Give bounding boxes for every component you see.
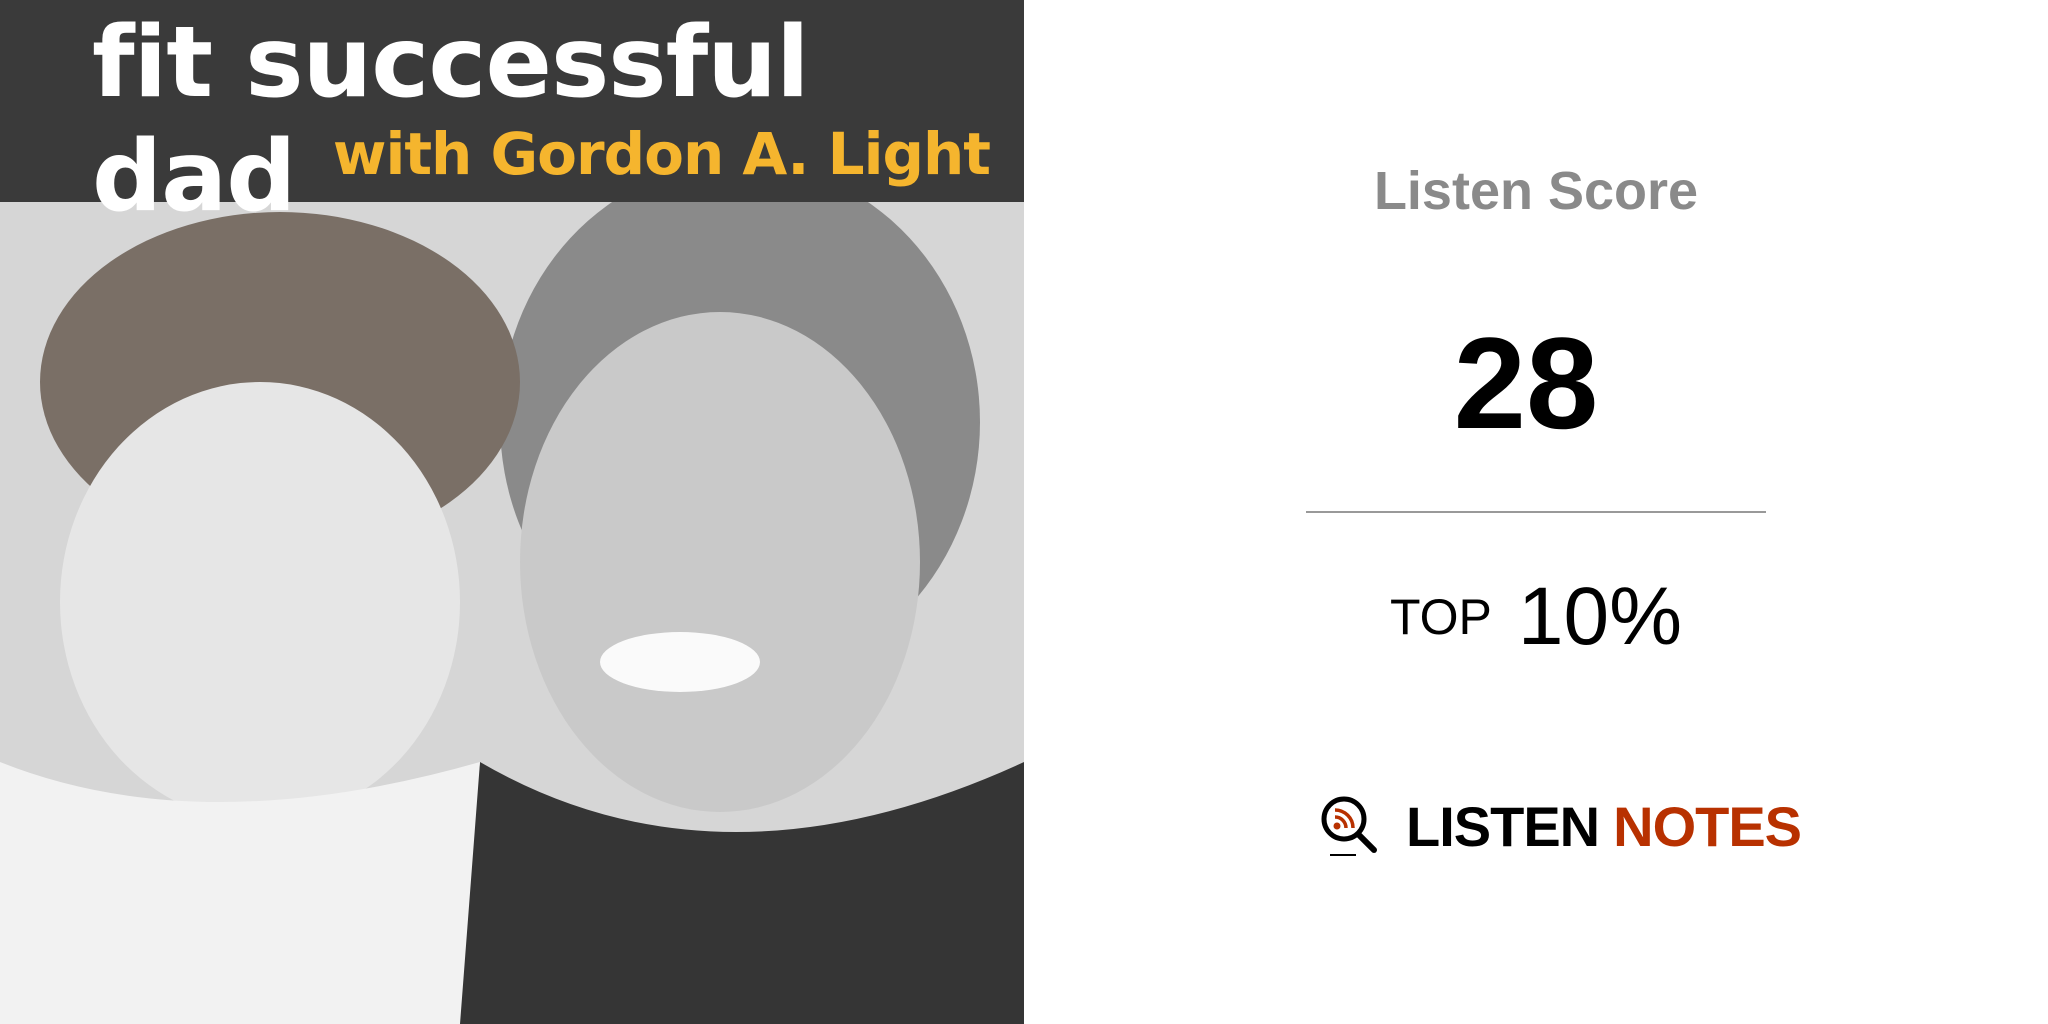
podcast-host: with Gordon A. Light — [332, 120, 991, 188]
magnifier-rss-icon — [1321, 796, 1377, 856]
rank-badge: TOP 10% — [1336, 570, 1736, 664]
listen-score-label: Listen Score — [1373, 161, 1699, 221]
rank-percent: 10% — [1517, 571, 1682, 662]
listen-notes-logo: LISTEN NOTES — [1318, 786, 1802, 866]
cover-title-band: fit successful dad with Gordon A. Light — [0, 0, 1024, 234]
father-son-photo — [0, 162, 1024, 1024]
logo-word-listen: LISTEN — [1406, 794, 1600, 858]
podcast-cover: fit successful dad with Gordon A. Light — [0, 0, 1024, 1024]
podcast-title: fit successful dad — [92, 6, 810, 234]
cover-photo — [0, 162, 1024, 1024]
logo-word-notes: NOTES — [1613, 794, 1802, 858]
listen-score-value: 28 — [1453, 310, 1599, 456]
rank-prefix: TOP — [1389, 589, 1492, 645]
divider — [1306, 511, 1766, 513]
